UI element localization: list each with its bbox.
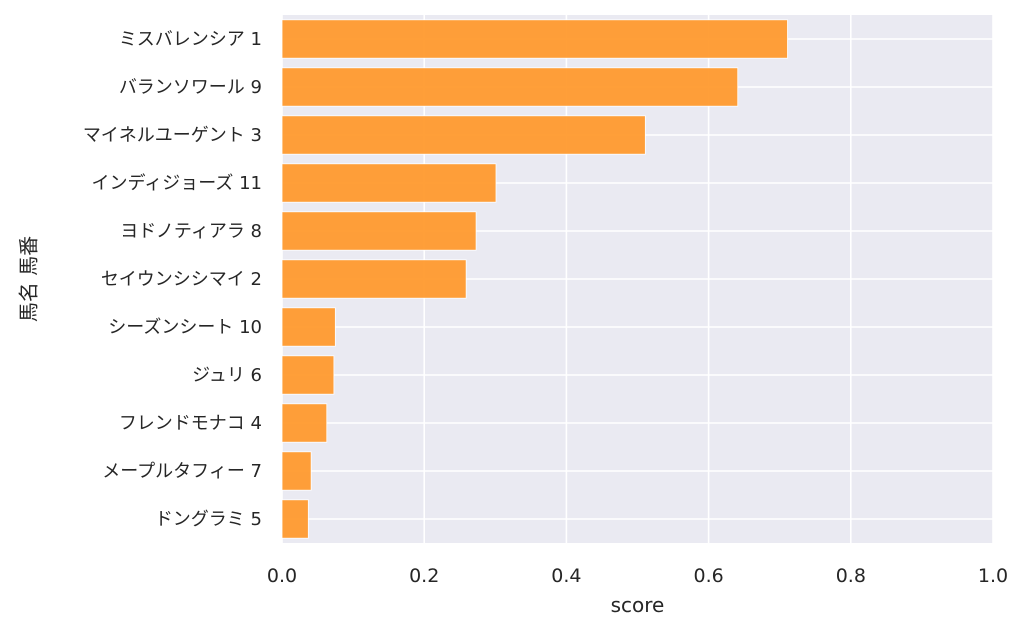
y-tick-labels: ミスバレンシア 1 バランソワール 9 マイネルユーゲント 3 インディジョーズ 11… (83, 29, 262, 530)
y-tick-label: インディジョーズ 11 (92, 173, 262, 194)
x-tick-label: 0.0 (267, 565, 297, 587)
bar (281, 307, 336, 347)
bar (281, 355, 335, 395)
bar (281, 259, 467, 299)
y-tick-label: ヨドノティアラ 8 (120, 221, 262, 242)
y-tick-label: フレンドモナコ 4 (119, 413, 262, 434)
bar (281, 403, 328, 443)
x-tick-label: 0.6 (693, 565, 723, 587)
y-tick-label: セイウンシシマイ 2 (101, 269, 262, 290)
y-tick-label: ドングラミ 5 (155, 509, 262, 530)
bar (281, 19, 788, 59)
x-axis-title: score (611, 593, 665, 617)
bar (281, 451, 312, 491)
y-tick-label: ジュリ 6 (192, 365, 262, 386)
x-tick-labels: 0.0 0.2 0.4 0.6 0.8 1.0 (267, 565, 1008, 587)
x-tick-label: 1.0 (978, 565, 1008, 587)
bar (281, 211, 477, 251)
x-tick-label: 0.4 (551, 565, 581, 587)
y-tick-label: ミスバレンシア 1 (119, 29, 262, 50)
bar (281, 499, 309, 539)
x-tick-label: 0.2 (409, 565, 439, 587)
y-tick-label: バランソワール 9 (119, 77, 262, 98)
y-tick-label: シーズンシート 10 (108, 317, 262, 338)
x-tick-label: 0.8 (836, 565, 866, 587)
bar (281, 67, 739, 107)
y-axis-title: 馬名 馬番 (17, 236, 41, 322)
bar (281, 115, 646, 155)
bars (281, 19, 788, 539)
y-tick-label: マイネルユーゲント 3 (83, 125, 262, 146)
y-tick-label: メープルタフィー 7 (102, 461, 262, 482)
bar (281, 163, 497, 203)
